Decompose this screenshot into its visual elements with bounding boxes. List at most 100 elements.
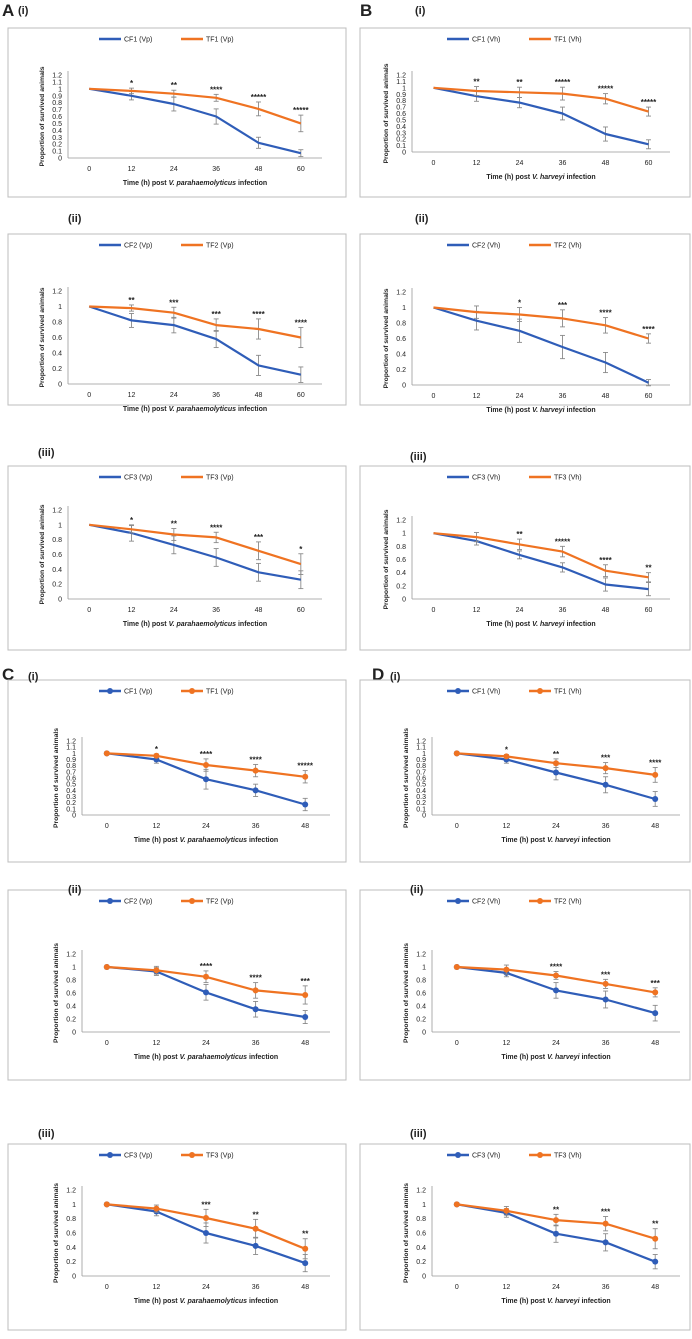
- legend-marker: [189, 898, 195, 904]
- data-point: [302, 773, 309, 780]
- significance-marker: ***: [201, 1200, 211, 1209]
- data-point: [453, 750, 460, 757]
- x-tick-label: 0: [87, 392, 91, 399]
- y-tick-label: 1.1: [52, 79, 62, 86]
- significance-marker: **: [473, 78, 480, 87]
- chart-d-iii: 0 0.2 0.4 0.6 0.8 1 1.2 0 12 24 36 48 Time (h) post …: [359, 1143, 691, 1331]
- significance-marker: ***: [558, 301, 568, 310]
- data-point: [503, 1207, 510, 1214]
- data-point: [652, 989, 659, 996]
- legend-label: TF1 (Vh): [554, 689, 582, 696]
- significance-marker: ****: [210, 85, 223, 94]
- y-tick-label: 1: [58, 522, 62, 529]
- y-tick-label: 0.7: [52, 107, 62, 114]
- y-tick-label: 1: [58, 86, 62, 93]
- series-line-tf1: [89, 87, 302, 125]
- y-tick-label: 0: [422, 813, 426, 820]
- legend-label: CF3 (Vp): [124, 1153, 152, 1160]
- y-tick-label: 0.4: [416, 1004, 426, 1011]
- x-tick-label: 48: [301, 1284, 309, 1291]
- x-tick-label: 36: [602, 1284, 610, 1291]
- y-tick-label: 1.2: [52, 508, 62, 515]
- legend-marker: [537, 1152, 543, 1158]
- chart-frame: [359, 27, 691, 198]
- legend-label: TF3 (Vh): [554, 1153, 582, 1160]
- significance-marker: ****: [599, 309, 612, 318]
- significance-marker: **: [171, 520, 178, 529]
- significance-marker: **: [645, 564, 652, 573]
- data-point: [252, 1225, 259, 1232]
- significance-marker: *****: [555, 537, 571, 546]
- x-tick-label: 24: [170, 607, 178, 614]
- x-axis-label: Time (h) post V. parahaemolyticus infect…: [134, 1298, 278, 1305]
- significance-marker: ****: [252, 310, 265, 319]
- legend-label: TF2 (Vp): [206, 243, 234, 250]
- data-point: [652, 1010, 659, 1017]
- x-tick-label: 24: [170, 392, 178, 399]
- y-tick-label: 0.3: [52, 135, 62, 142]
- data-point: [652, 1258, 659, 1265]
- y-tick-label: 1: [72, 965, 76, 972]
- panel-letter-b: B: [360, 1, 372, 20]
- chart-frame: [7, 889, 347, 1081]
- x-tick-label: 24: [516, 393, 524, 400]
- data-point: [602, 781, 609, 788]
- y-tick-label: 0.9: [52, 93, 62, 100]
- x-tick-label: 48: [602, 393, 610, 400]
- subpanel-label: (ii): [415, 213, 429, 225]
- y-tick-label: 1.2: [66, 1188, 76, 1195]
- data-point: [203, 1230, 209, 1236]
- y-axis-label: Proportion of survived animals: [53, 943, 60, 1043]
- data-point: [153, 1205, 160, 1212]
- chart-d-ii: 0 0.2 0.4 0.6 0.8 1 1.2 0 12 24 36 48 Time (h) post …: [359, 889, 691, 1081]
- y-axis-label: Proportion of survived animals: [39, 66, 46, 166]
- y-tick-label: 0.2: [66, 1017, 76, 1024]
- legend-label: TF3 (Vh): [554, 475, 582, 482]
- legend-label: CF3 (Vh): [472, 475, 500, 482]
- y-tick-label: 0.4: [396, 352, 406, 359]
- y-tick-label: 0.4: [52, 351, 62, 358]
- x-tick-label: 12: [473, 160, 481, 167]
- y-axis-label: Proportion of survived animals: [39, 287, 46, 387]
- data-point: [153, 752, 160, 759]
- x-axis-label: Time (h) post V. parahaemolyticus infect…: [123, 406, 267, 413]
- y-tick-label: 0.8: [66, 1216, 76, 1223]
- subpanel-label: (iii): [38, 1128, 55, 1140]
- y-tick-label: 0.2: [52, 366, 62, 373]
- chart-c-iii: 0 0.2 0.4 0.6 0.8 1 1.2 0 12 24 36 48 Time (h) post …: [7, 1143, 347, 1331]
- y-tick-label: 1.2: [416, 739, 426, 746]
- legend-marker: [455, 898, 461, 904]
- y-tick-label: 0.8: [66, 763, 76, 770]
- series-line-cf1: [89, 87, 302, 155]
- x-tick-label: 60: [297, 166, 305, 173]
- y-tick-label: 0.8: [52, 537, 62, 544]
- y-tick-label: 1: [422, 965, 426, 972]
- x-tick-label: 48: [255, 166, 263, 173]
- x-tick-label: 60: [297, 392, 305, 399]
- data-point: [252, 1242, 259, 1249]
- x-tick-label: 60: [645, 393, 653, 400]
- significance-marker: ****: [249, 755, 262, 764]
- subpanel-label: (iii): [410, 451, 427, 463]
- data-point: [252, 767, 259, 774]
- series-line-cf2: [433, 306, 649, 384]
- significance-marker: ***: [601, 1208, 611, 1217]
- x-axis-label: Time (h) post V. harveyi infection: [501, 1298, 610, 1305]
- legend-label: CF2 (Vh): [472, 899, 500, 906]
- y-tick-label: 0: [402, 150, 406, 157]
- significance-marker: ****: [200, 962, 213, 971]
- y-tick-label: 0.8: [396, 98, 406, 105]
- data-point: [103, 964, 110, 970]
- chart-frame: [7, 233, 347, 406]
- significance-marker: ***: [601, 754, 611, 763]
- data-point: [302, 1260, 309, 1267]
- chart-frame: [359, 889, 691, 1081]
- y-tick-label: 0.6: [416, 1231, 426, 1238]
- x-tick-label: 36: [602, 823, 610, 830]
- x-tick-label: 36: [252, 1284, 260, 1291]
- y-axis-label: Proportion of survived animals: [403, 943, 410, 1043]
- series-line-tf2: [433, 306, 649, 340]
- x-axis-label: Time (h) post V. harveyi infection: [501, 837, 610, 844]
- legend-label: TF3 (Vp): [206, 475, 234, 482]
- y-axis-label: Proportion of survived animals: [53, 728, 60, 828]
